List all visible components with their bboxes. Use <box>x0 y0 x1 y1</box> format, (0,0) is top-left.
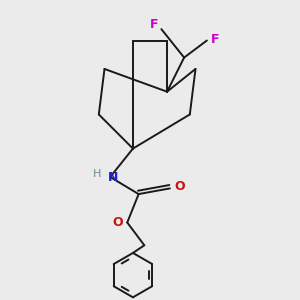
Text: O: O <box>175 181 185 194</box>
Text: F: F <box>211 33 220 46</box>
Text: O: O <box>112 216 123 229</box>
Text: F: F <box>150 18 158 32</box>
Text: N: N <box>108 170 118 184</box>
Text: H: H <box>93 169 102 179</box>
